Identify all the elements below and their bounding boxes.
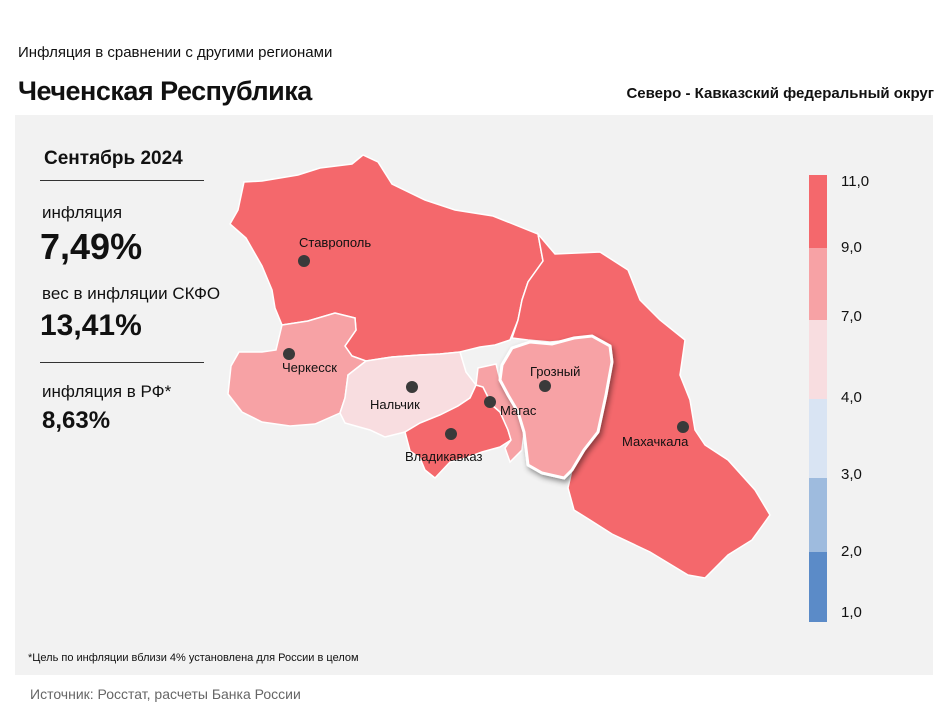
city-cherkessk-dot — [283, 348, 295, 360]
color-scale — [809, 175, 827, 622]
region-stavropol[interactable] — [229, 154, 544, 362]
city-makhachkala-dot — [677, 421, 689, 433]
scale-tick-9: 9,0 — [841, 239, 862, 256]
page-title: Чеченская Республика — [18, 76, 312, 106]
rf-inflation-value: 8,63% — [42, 407, 111, 434]
scale-band-3 — [809, 320, 827, 399]
scale-tick-7: 7,0 — [841, 308, 862, 325]
city-label-cherkessk: Черкесск — [282, 360, 337, 375]
inflation-value: 7,49% — [40, 226, 143, 267]
period-label: Сентябрь 2024 — [44, 148, 183, 169]
scale-band-4 — [809, 399, 827, 478]
footnote: *Цель по инфляции вблизи 4% установлена … — [28, 652, 359, 664]
weight-value: 13,41% — [40, 309, 142, 342]
city-labels: Ставрополь Черкесск Нальчик Владикавказ … — [282, 235, 689, 464]
scale-tick-4: 4,0 — [841, 389, 862, 406]
city-nalchik-dot — [406, 381, 418, 393]
scale-tick-3: 3,0 — [841, 466, 862, 483]
city-label-vladikavkaz: Владикавказ — [405, 449, 483, 464]
city-label-makhachkala: Махачкала — [622, 434, 689, 449]
scale-tick-11: 11,0 — [841, 173, 870, 190]
city-label-magas: Магас — [500, 403, 537, 418]
city-stavropol-dot — [298, 255, 310, 267]
scale-band-2 — [809, 248, 827, 320]
inflation-label: инфляция — [42, 203, 123, 222]
scale-band-6 — [809, 552, 827, 622]
district-name: Северо - Кавказский федеральный округ — [626, 85, 934, 102]
city-vladikavkaz-dot — [445, 428, 457, 440]
region-dagestan[interactable] — [510, 231, 771, 579]
scale-band-1 — [809, 175, 827, 248]
city-label-grozny: Грозный — [530, 364, 580, 379]
divider-bottom — [40, 362, 204, 363]
city-label-stavropol: Ставрополь — [299, 235, 371, 250]
source-note: Источник: Росстат, расчеты Банка России — [30, 686, 301, 702]
city-grozny-dot — [539, 380, 551, 392]
weight-label: вес в инфляции СКФО — [42, 284, 221, 303]
city-magas-dot — [484, 396, 496, 408]
region-chechnya[interactable] — [498, 334, 614, 480]
scale-tick-1: 1,0 — [841, 604, 862, 621]
city-markers — [283, 255, 689, 440]
scale-band-5 — [809, 478, 827, 552]
subtitle: Инфляция в сравнении с другими регионами — [18, 44, 333, 61]
rf-inflation-label: инфляция в РФ* — [42, 382, 172, 401]
divider-top — [40, 180, 204, 181]
city-label-nalchik: Нальчик — [370, 397, 420, 412]
scale-tick-2: 2,0 — [841, 543, 862, 560]
